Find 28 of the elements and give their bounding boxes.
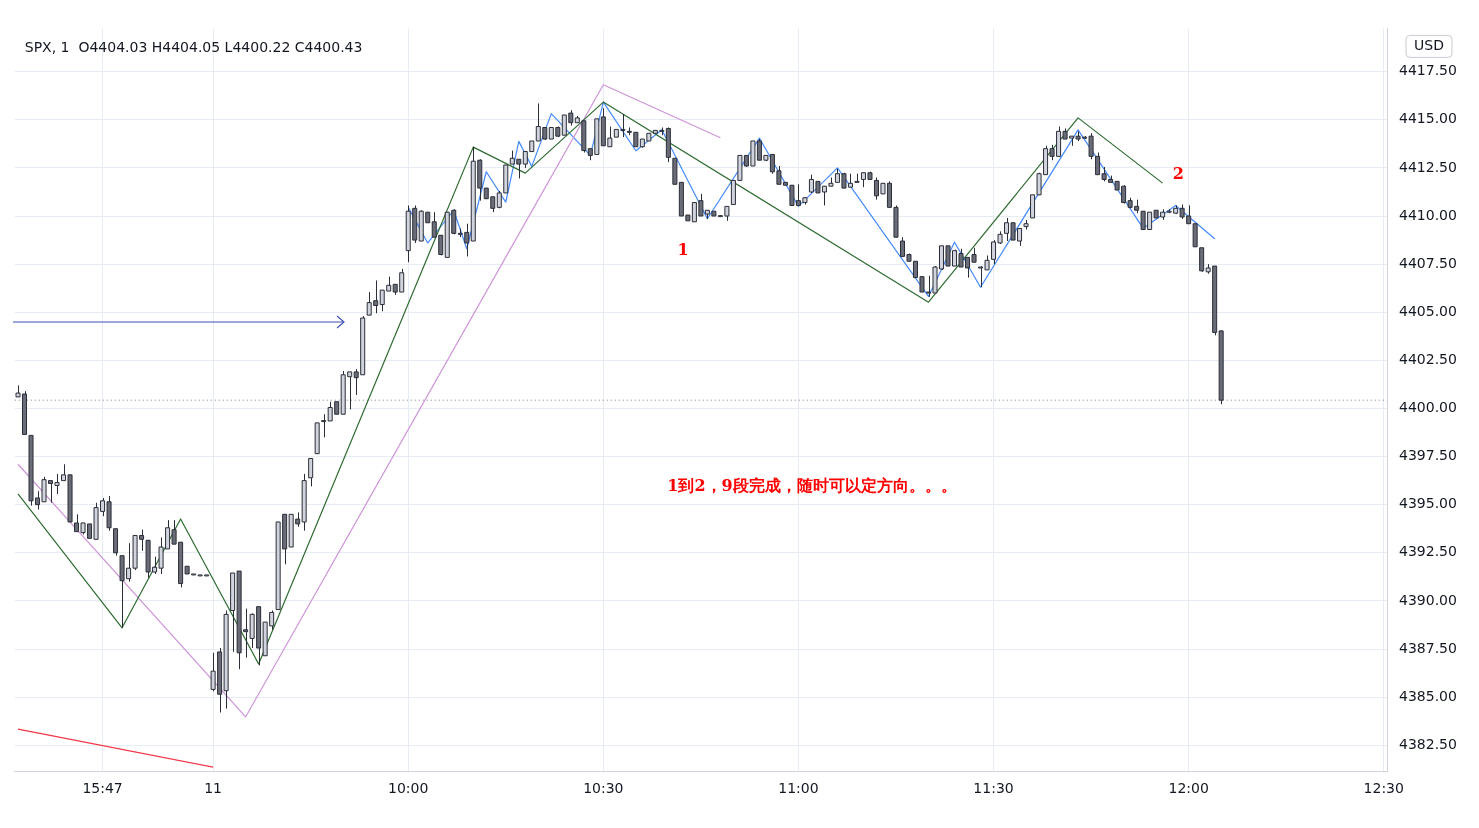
x-tick-label: 10:30	[583, 780, 624, 797]
x-tick-label: 11:30	[973, 780, 1014, 797]
y-tick-label: 4392.50	[1399, 543, 1457, 560]
x-tick-label: 10:00	[388, 780, 429, 797]
y-tick-label: 4415.00	[1399, 110, 1457, 127]
y-tick-label: 4402.50	[1399, 350, 1457, 367]
x-tick-label: 12:30	[1363, 780, 1404, 797]
annotation: 1到2，9段完成，随时可以定方向。。。	[667, 475, 957, 495]
y-tick-label: 4400.00	[1399, 399, 1457, 416]
x-tick-label: 15:47	[82, 780, 123, 797]
x-tick-label: 11:00	[778, 780, 819, 797]
y-tick-label: 4412.50	[1399, 158, 1457, 175]
annotation: 1	[677, 239, 689, 259]
text: SPX, 1 O4404.03 H4404.05 L4400.22 C4400.43	[24, 39, 363, 56]
y-tick-label: 4395.00	[1399, 495, 1457, 512]
y-tick-label: 4385.00	[1399, 687, 1457, 704]
y-tick-label: 4405.00	[1399, 302, 1457, 319]
x-tick-label: 12:00	[1168, 780, 1209, 797]
y-tick-label: 4417.50	[1399, 62, 1457, 79]
x-tick-label: 11	[204, 780, 223, 797]
y-tick-label: 4387.50	[1399, 639, 1457, 656]
y-axis-title: USD	[1414, 37, 1444, 54]
y-tick-label: 4397.50	[1399, 447, 1457, 464]
y-tick-label: 4407.50	[1399, 254, 1457, 271]
annotation: 2	[1172, 163, 1184, 183]
y-tick-label: 4382.50	[1399, 735, 1457, 752]
y-tick-label: 4410.00	[1399, 206, 1457, 223]
y-tick-label: 4390.00	[1399, 591, 1457, 608]
